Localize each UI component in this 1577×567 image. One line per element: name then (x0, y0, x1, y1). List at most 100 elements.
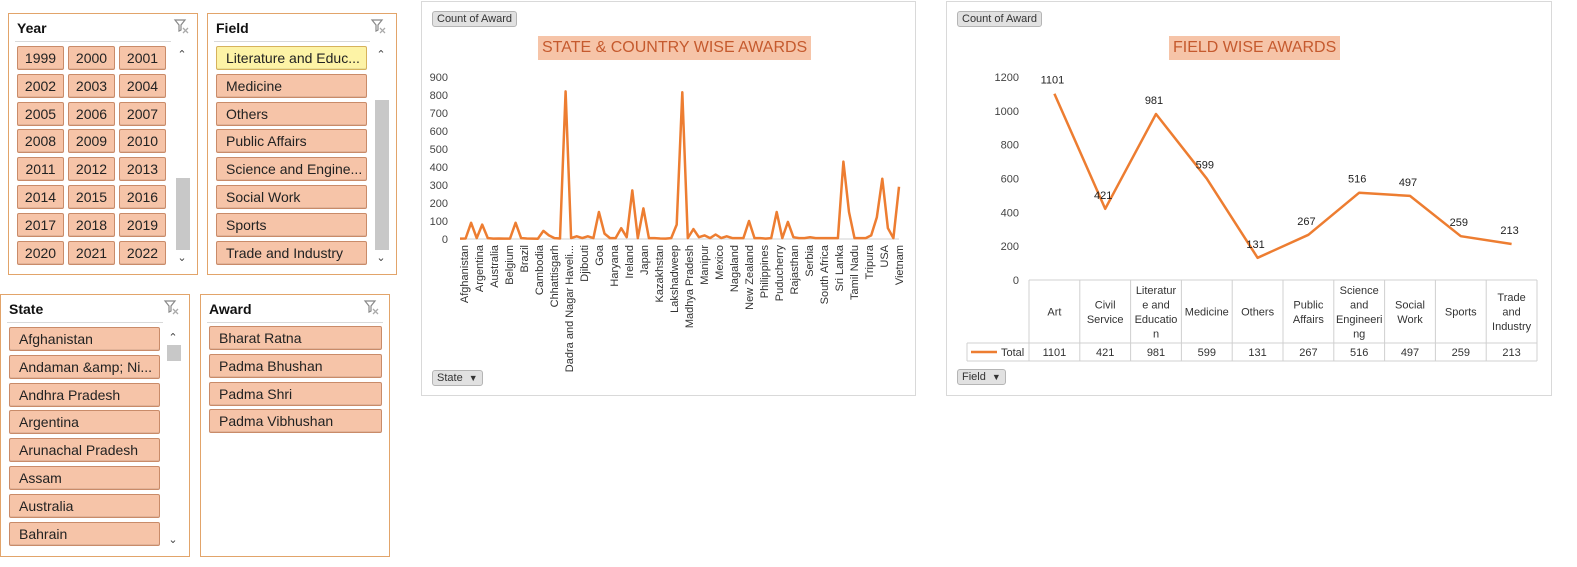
year-button-2009[interactable]: 2009 (68, 129, 115, 154)
award-button[interactable]: Padma Bhushan (209, 353, 382, 378)
chevron-down-icon[interactable]: ⌄ (168, 534, 178, 546)
x-tick-label: Philippines (759, 245, 771, 299)
field-button[interactable]: Sports (216, 212, 367, 237)
count-of-award-field-button[interactable]: Count of Award (432, 11, 518, 27)
year-button-2015[interactable]: 2015 (68, 185, 115, 209)
year-button-2020[interactable]: 2020 (17, 240, 64, 265)
x-tick-label: Madhya Pradesh (684, 245, 696, 328)
field-button[interactable]: Trade and Industry (216, 240, 367, 265)
y-tick-label: 1200 (995, 72, 1019, 84)
clear-filter-icon[interactable] (173, 18, 189, 34)
state-button[interactable]: Assam (9, 466, 160, 490)
year-button-2010[interactable]: 2010 (119, 129, 166, 154)
state-chart[interactable]: Count of Award STATE & COUNTRY WISE AWAR… (421, 1, 916, 396)
x-tick-label: Argentina (474, 244, 486, 292)
x-tick-label: Lakshadweep (669, 245, 681, 313)
x-tick-label: Belgium (504, 245, 516, 285)
field-scrollbar[interactable]: ⌃ ⌄ (374, 46, 389, 266)
clear-filter-icon[interactable] (370, 18, 386, 34)
year-button-2002[interactable]: 2002 (17, 73, 64, 98)
state-button[interactable]: Andhra Pradesh (9, 382, 160, 407)
year-button-2001[interactable]: 2001 (119, 46, 166, 70)
x-tick-label: Brazil (519, 245, 531, 273)
clear-filter-icon[interactable] (363, 299, 379, 315)
state-button[interactable]: Australia (9, 493, 160, 518)
x-tick-label: Djibouti (579, 245, 591, 282)
year-button-2011[interactable]: 2011 (17, 157, 64, 182)
year-button-2005[interactable]: 2005 (17, 101, 64, 126)
year-button-2022[interactable]: 2022 (119, 240, 166, 265)
table-header-cell: Others (1241, 307, 1275, 319)
award-button[interactable]: Bharat Ratna (209, 326, 382, 350)
field-chart[interactable]: Count of Award FIELD WISE AWARDS 0 200 400… (946, 1, 1552, 396)
y-tick-label: 700 (430, 108, 448, 120)
state-button[interactable]: Argentina (9, 410, 160, 435)
year-button-2014[interactable]: 2014 (17, 185, 64, 209)
scroll-thumb[interactable] (176, 178, 190, 250)
field-button[interactable]: Social Work (216, 185, 367, 209)
legend-series-label: Total (1001, 347, 1024, 359)
year-button-2013[interactable]: 2013 (119, 157, 166, 182)
field-slicer: Field Literature and Educ... Medicine Othe… (207, 13, 397, 275)
field-button[interactable]: Others (216, 101, 367, 126)
chevron-down-icon[interactable]: ⌄ (376, 252, 386, 264)
scroll-thumb[interactable] (375, 100, 389, 250)
year-button-2019[interactable]: 2019 (119, 212, 166, 237)
data-label: 497 (1399, 177, 1417, 189)
year-button-2017[interactable]: 2017 (17, 212, 64, 237)
field-button[interactable]: Literature and Educ... (216, 46, 367, 70)
chevron-up-icon[interactable]: ⌃ (177, 49, 187, 61)
field-button[interactable]: Science and Engine... (216, 157, 367, 182)
year-button-2016[interactable]: 2016 (119, 185, 166, 209)
year-scrollbar[interactable]: ⌃ ⌄ (175, 46, 190, 266)
x-tick-label: Cambodia (534, 244, 546, 295)
year-button-1999[interactable]: 1999 (17, 46, 64, 70)
table-value-cell: 516 (1350, 347, 1368, 359)
year-button-2006[interactable]: 2006 (68, 101, 115, 126)
table-header-cell: and (1350, 299, 1368, 311)
table-value-cell: 421 (1096, 347, 1114, 359)
year-button-2000[interactable]: 2000 (68, 46, 115, 70)
year-button-2004[interactable]: 2004 (119, 73, 166, 98)
table-header-cell: Social (1395, 299, 1425, 311)
state-button[interactable]: Andaman &amp; Ni... (9, 354, 160, 379)
state-button[interactable]: Bahrain (9, 521, 160, 546)
year-button-2008[interactable]: 2008 (17, 129, 64, 154)
award-button[interactable]: Padma Shri (209, 381, 382, 406)
award-button[interactable]: Padma Vibhushan (209, 409, 382, 434)
clear-filter-icon[interactable] (163, 299, 179, 315)
year-button-2007[interactable]: 2007 (119, 101, 166, 126)
year-button-2021[interactable]: 2021 (68, 240, 115, 265)
x-tick-label: Ireland (624, 245, 636, 279)
chevron-up-icon[interactable]: ⌃ (168, 332, 178, 344)
chevron-up-icon[interactable]: ⌃ (376, 49, 386, 61)
scroll-thumb[interactable] (167, 345, 181, 361)
dropdown-arrow-icon[interactable]: ▼ (991, 372, 1001, 382)
y-tick-label: 400 (430, 162, 448, 174)
state-button[interactable]: Afghanistan (9, 327, 160, 351)
state-axis-field-button[interactable]: State ▼ (432, 370, 483, 386)
table-value-cell: 1101 (1043, 347, 1067, 359)
table-header-cell: Literatur (1136, 285, 1177, 297)
y-tick-label: 800 (430, 90, 448, 102)
data-label: 213 (1500, 225, 1518, 237)
field-axis-field-button[interactable]: Field ▼ (957, 369, 1006, 385)
chevron-down-icon[interactable]: ⌄ (177, 252, 187, 264)
year-button-2012[interactable]: 2012 (68, 157, 115, 182)
year-button-2018[interactable]: 2018 (68, 212, 115, 237)
state-button[interactable]: Arunachal Pradesh (9, 438, 160, 463)
x-tick-label: Australia (489, 244, 501, 288)
x-tick-label: Serbia (804, 244, 816, 277)
year-button-2003[interactable]: 2003 (68, 73, 115, 98)
state-scrollbar[interactable]: ⌃ ⌄ (166, 329, 181, 549)
dropdown-arrow-icon[interactable]: ▼ (468, 373, 478, 383)
x-tick-label: Haryana (609, 244, 621, 286)
y-tick-label: 300 (430, 180, 448, 192)
field-button[interactable]: Medicine (216, 73, 367, 98)
count-of-award-field-button[interactable]: Count of Award (957, 11, 1043, 27)
y-tick-label: 0 (442, 234, 448, 246)
table-header-cell: Educatio (1135, 314, 1178, 326)
table-value-cell: 497 (1401, 347, 1419, 359)
field-button[interactable]: Public Affairs (216, 129, 367, 154)
